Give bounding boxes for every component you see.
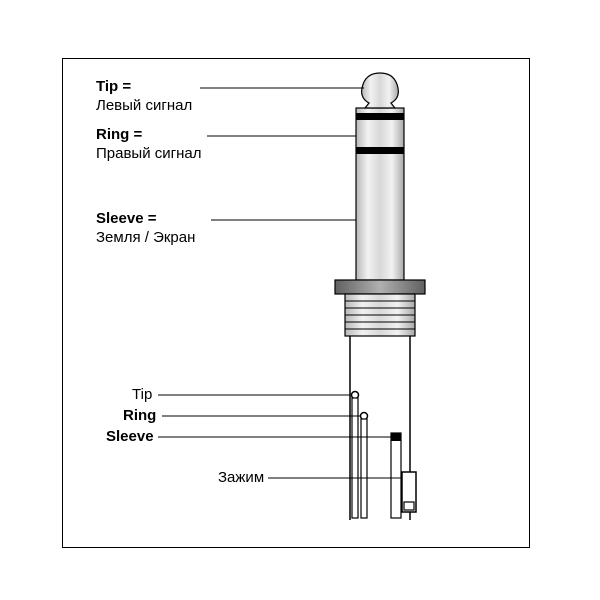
label-sleeve-top-plain: Земля / Экран	[96, 229, 195, 246]
jack-illustration	[0, 0, 600, 600]
label-ring-top-plain: Правый сигнал	[96, 145, 202, 162]
label-tip-bot: Tip	[132, 386, 152, 405]
label-ring-top: Ring = Правый сигнал	[96, 126, 202, 164]
label-ring-bot-text: Ring	[123, 407, 156, 424]
label-sleeve-top: Sleeve = Земля / Экран	[96, 210, 195, 248]
label-tip-bot-text: Tip	[132, 386, 152, 403]
label-clamp: Зажим	[218, 469, 264, 488]
label-tip-top-plain: Левый сигнал	[96, 97, 192, 114]
diagram-canvas: Tip = Левый сигнал Ring = Правый сигнал …	[0, 0, 600, 600]
label-ring-top-bold: Ring =	[96, 126, 142, 143]
contact-sleeve-bar	[391, 433, 401, 518]
label-sleeve-bot-text: Sleeve	[106, 428, 154, 445]
jack-ring1	[356, 113, 404, 120]
jack-ring2	[356, 147, 404, 154]
jack-shaft	[356, 108, 404, 280]
label-sleeve-top-bold: Sleeve =	[96, 210, 156, 227]
contact-ring-bar	[361, 419, 367, 518]
label-tip-top-bold: Tip =	[96, 78, 131, 95]
jack-tip	[362, 73, 399, 108]
label-tip-top: Tip = Левый сигнал	[96, 78, 192, 116]
label-ring-bot: Ring	[123, 407, 156, 426]
jack-collar	[335, 280, 425, 294]
label-sleeve-bot: Sleeve	[106, 428, 154, 447]
label-clamp-text: Зажим	[218, 469, 264, 486]
